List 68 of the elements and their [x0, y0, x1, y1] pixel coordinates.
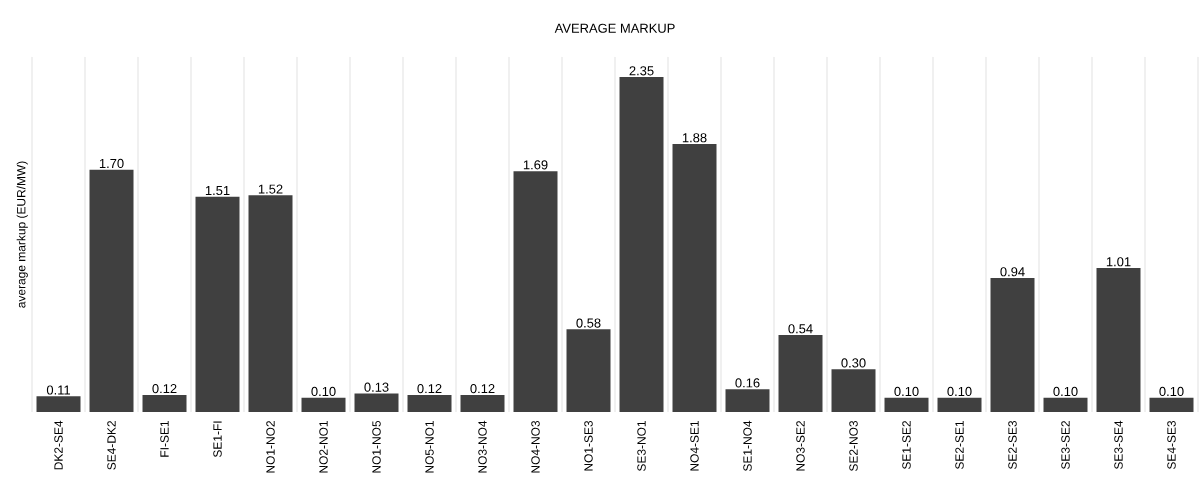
- bar: [1096, 268, 1141, 412]
- x-tick-label: SE2-SE3: [1008, 420, 1017, 470]
- data-label: 1.51: [205, 186, 230, 196]
- bar: [884, 397, 929, 412]
- x-tick-label: NO3-NO4: [478, 420, 487, 473]
- x-tick-label: SE4-DK2: [107, 421, 116, 470]
- x-tick-label: SE2-NO3: [849, 420, 858, 472]
- x-tick-label: NO2-NO1: [319, 421, 328, 473]
- x-tick-label: NO1-NO5: [372, 420, 381, 473]
- data-label: 2.35: [629, 66, 654, 76]
- chart-title: AVERAGE MARKUP: [554, 23, 675, 33]
- x-tick-label: SE3-SE2: [1061, 421, 1070, 470]
- x-tick-label: SE1-NO4: [743, 420, 752, 472]
- x-tick-label: NO1-SE3: [584, 420, 593, 471]
- bar: [937, 397, 982, 412]
- bar: [460, 394, 505, 412]
- x-tick-label: NO5-NO1: [425, 421, 434, 473]
- data-label: 0.10: [311, 386, 336, 397]
- bar: [248, 195, 293, 412]
- data-label: 0.12: [417, 384, 442, 394]
- x-tick-label: SE2-SE1: [955, 421, 964, 470]
- bar: [566, 329, 611, 412]
- bar: [831, 369, 876, 412]
- data-label: 0.12: [470, 384, 495, 394]
- data-label: 0.11: [46, 385, 71, 395]
- bar: [301, 397, 346, 412]
- bar: [513, 171, 558, 412]
- data-label: 1.52: [258, 184, 283, 194]
- x-tick-label: SE1-SE2: [902, 421, 911, 470]
- data-label: 1.01: [1106, 257, 1131, 267]
- bar: [89, 169, 134, 412]
- x-tick-label: DK2-SE4: [54, 420, 63, 470]
- x-tick-label: NO4-SE1: [690, 421, 699, 471]
- data-label: 0.10: [947, 386, 972, 397]
- x-tick-label: SE4-SE3: [1167, 420, 1176, 470]
- data-label: 0.12: [152, 384, 177, 394]
- x-tick-label: NO1-NO2: [266, 421, 275, 473]
- data-label: 0.16: [735, 378, 760, 388]
- bar: [672, 144, 717, 412]
- data-label: 0.13: [364, 382, 389, 392]
- x-tick-label: FI-SE1: [160, 421, 169, 457]
- data-label: 1.69: [523, 160, 548, 170]
- data-label: 0.10: [1053, 386, 1078, 397]
- x-tick-label: NO4-NO3: [531, 420, 540, 473]
- data-label: 0.54: [788, 324, 813, 334]
- x-tick-label: NO3-SE2: [796, 421, 805, 471]
- bar: [354, 393, 399, 412]
- data-label: 0.10: [894, 386, 919, 397]
- x-tick-label: SE3-NO1: [637, 421, 646, 472]
- y-axis-title: average markup (EUR/MW): [16, 161, 28, 308]
- bar: [1149, 397, 1194, 412]
- bar: [142, 394, 187, 412]
- bar: [619, 77, 664, 412]
- data-label: 0.94: [1000, 267, 1025, 277]
- bar: [407, 394, 452, 412]
- bar: [36, 396, 81, 412]
- bar: [990, 278, 1035, 412]
- x-tick-label: SE3-SE4: [1114, 420, 1123, 470]
- data-label: 0.10: [1159, 386, 1184, 397]
- data-label: 0.30: [841, 358, 866, 368]
- x-tick-label: SE1-FI: [213, 421, 222, 458]
- bar: [725, 389, 770, 412]
- data-label: 1.88: [682, 133, 707, 143]
- bar: [778, 335, 823, 412]
- bar: [1043, 397, 1088, 412]
- bar: [195, 196, 240, 412]
- data-label: 1.70: [99, 158, 124, 169]
- data-label: 0.58: [576, 318, 601, 328]
